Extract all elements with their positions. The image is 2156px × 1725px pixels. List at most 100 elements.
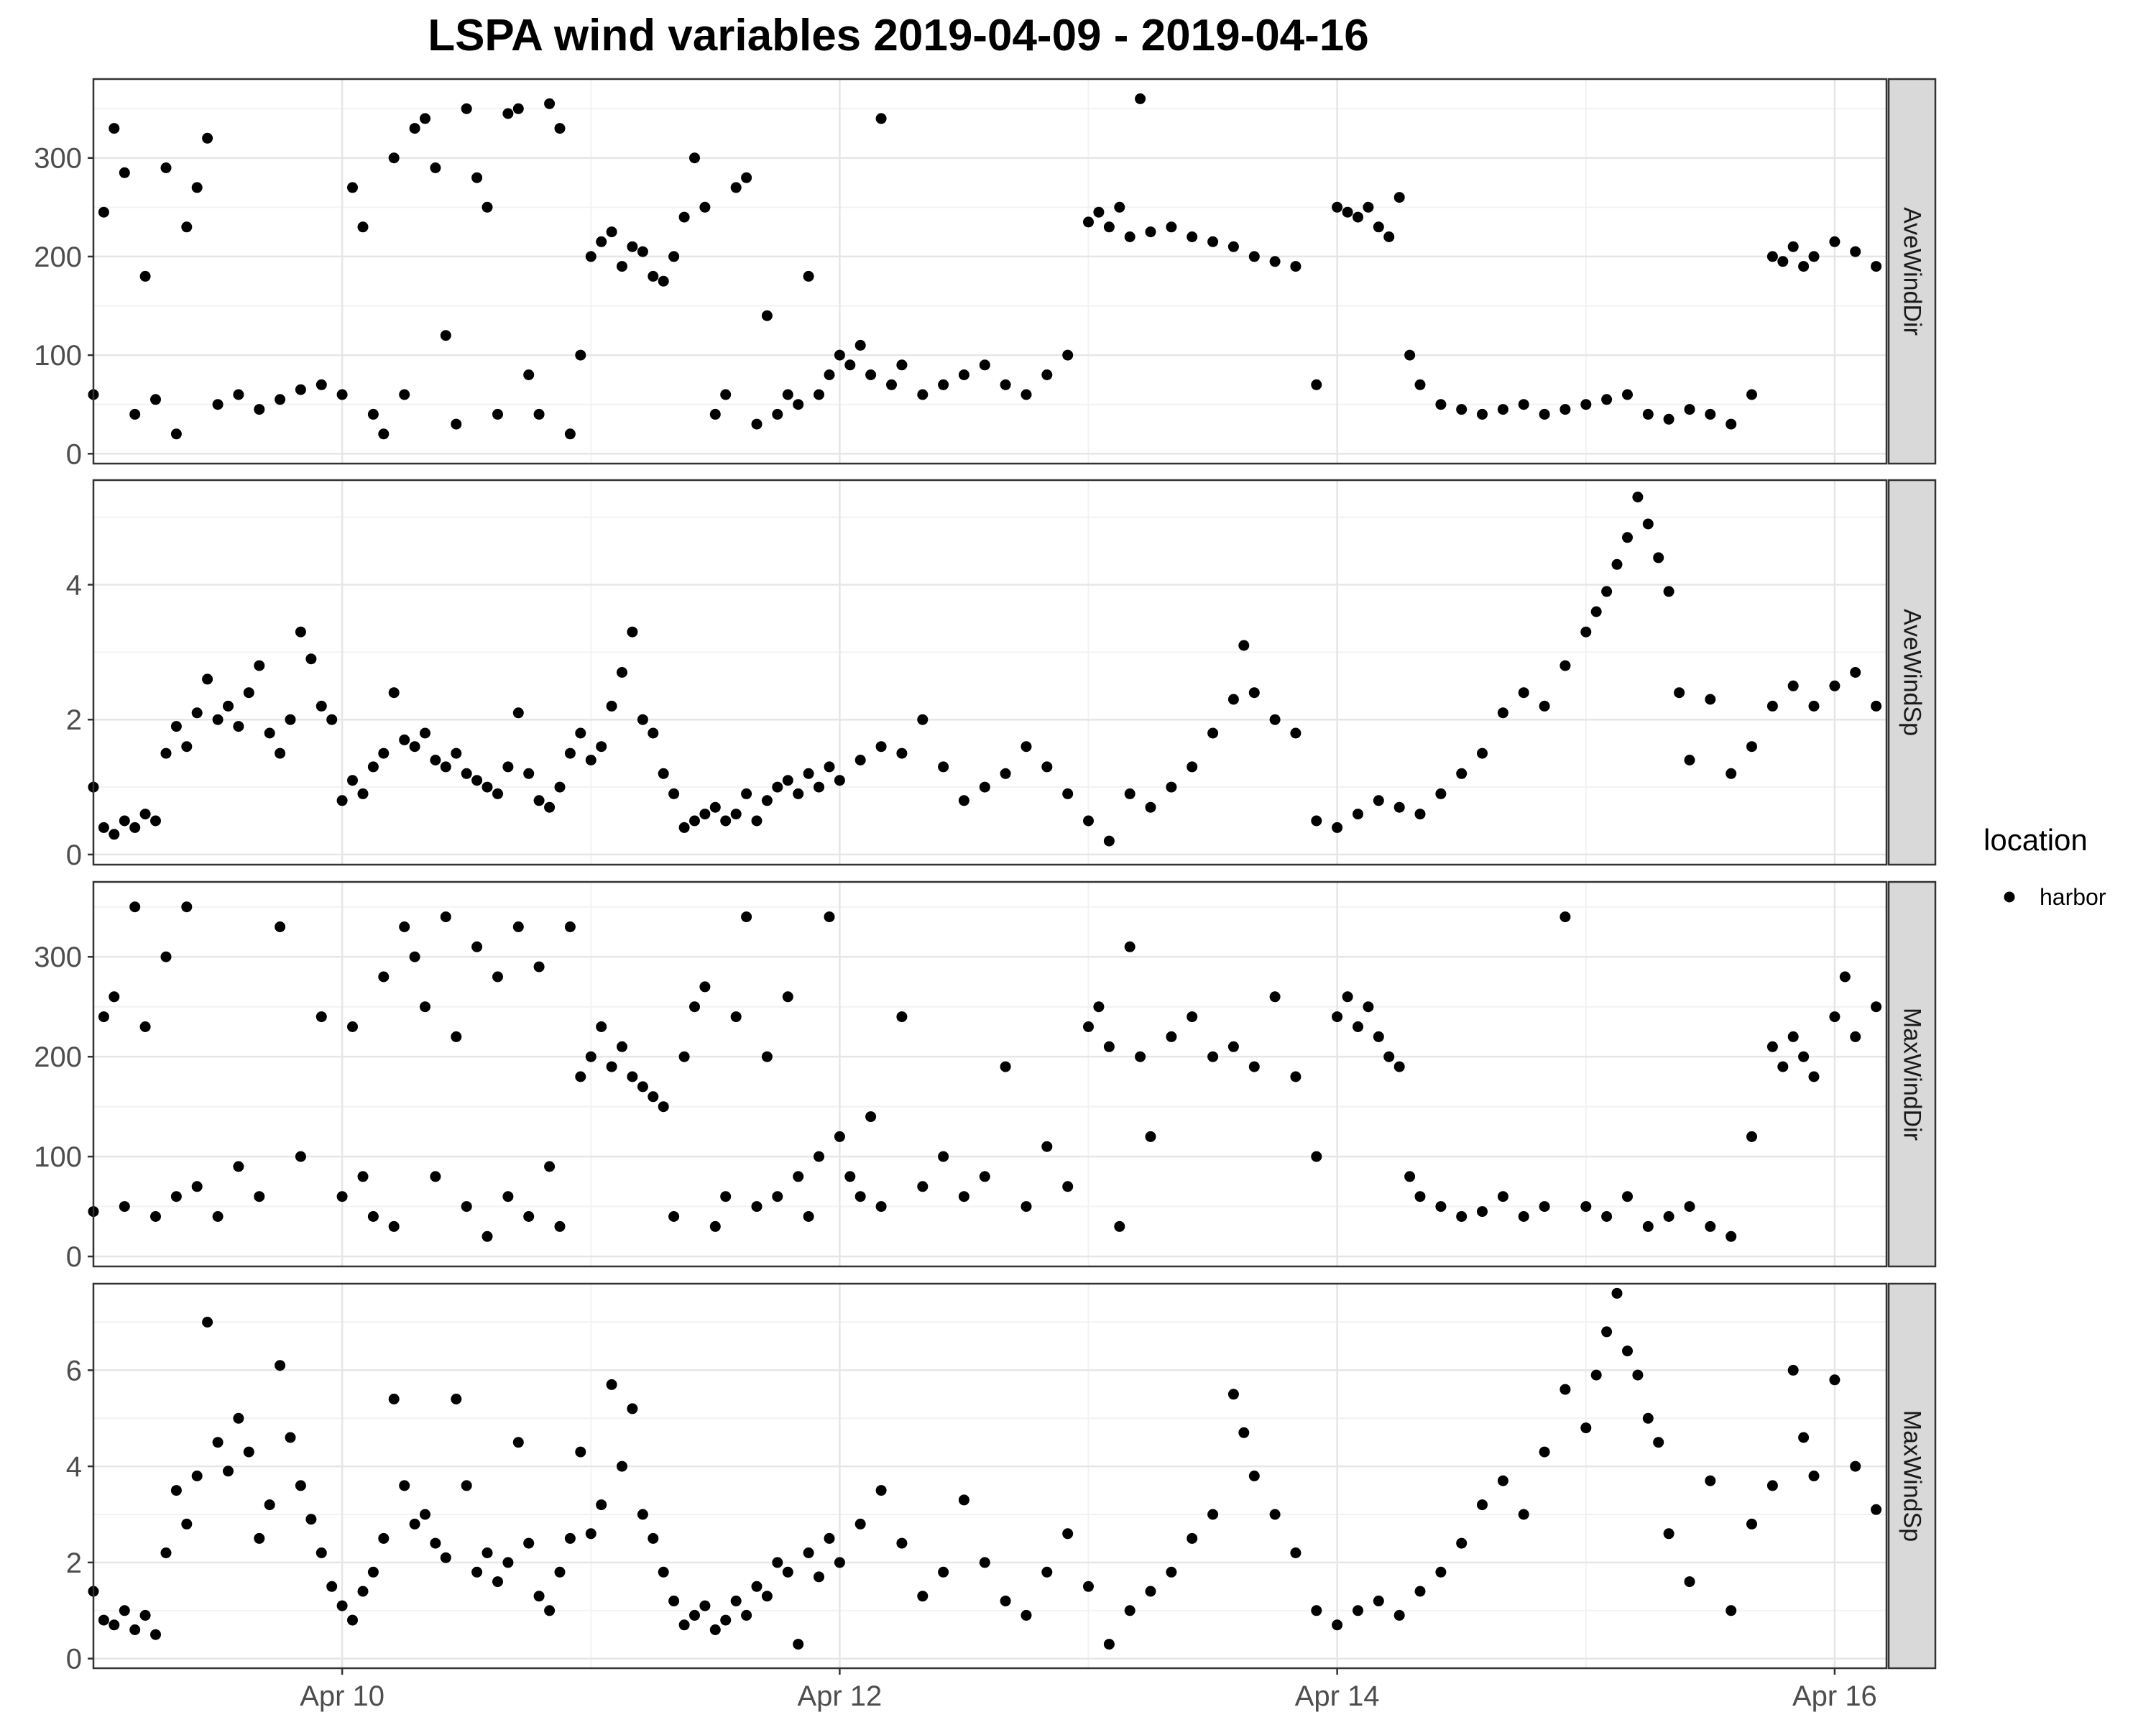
data-point [264,727,275,739]
data-point [305,653,317,665]
y-tick-label: 200 [34,1041,82,1073]
data-point [1560,1384,1571,1395]
data-point [326,1581,338,1592]
data-point [1383,231,1395,242]
data-point [1000,768,1011,779]
data-point [1601,1326,1613,1338]
data-point [1539,1201,1550,1213]
data-point [315,1547,327,1558]
data-point [1393,192,1405,203]
data-point [409,951,420,962]
data-point [709,1220,721,1232]
data-point [181,901,193,913]
data-point [1000,1595,1011,1606]
data-point [958,1494,969,1506]
facet-strip-label: AveWindDir [1899,207,1926,336]
data-point [233,389,244,400]
data-point [1041,1566,1053,1578]
data-point [637,246,648,257]
data-point [1798,261,1810,272]
data-point [585,251,596,262]
data-point [1227,1041,1239,1052]
data-point [254,660,265,671]
data-point [834,1131,845,1142]
data-point [223,700,234,712]
data-point [254,1532,265,1544]
data-point [1829,680,1841,691]
data-point [1103,1639,1115,1650]
data-point [1083,1581,1094,1592]
data-point [896,1011,908,1023]
data-point [512,921,524,932]
x-tick-label: Apr 12 [797,1680,882,1712]
data-point [1871,261,1882,272]
data-point [471,775,483,786]
data-point [1166,1566,1177,1578]
panel-border [92,78,1888,465]
data-point [844,1171,856,1182]
panel-background [93,79,1886,464]
data-point [399,389,410,400]
data-point [761,795,773,806]
data-point [409,1518,420,1530]
data-point [1373,1031,1384,1042]
data-point [1187,231,1198,242]
data-point [451,748,462,759]
data-point [482,1547,493,1558]
data-point [554,123,566,134]
data-point [1083,1021,1094,1032]
data-point [720,815,732,827]
data-point [1456,768,1468,779]
data-point [315,379,327,390]
data-point [699,809,711,820]
panel-background [93,882,1886,1266]
data-point [689,1001,700,1013]
data-point [1850,667,1861,678]
data-point [336,795,348,806]
data-point [160,162,172,173]
data-point [1093,1001,1105,1013]
data-point [564,428,576,440]
data-point [388,152,400,164]
data-point [1590,1369,1602,1381]
data-point [1414,379,1426,390]
data-point [1114,1220,1125,1232]
data-point [170,428,182,440]
data-point [388,687,400,699]
data-point [1580,1201,1592,1213]
data-point [1207,1509,1219,1520]
data-point [1539,700,1550,712]
data-point [854,1191,866,1202]
data-point [150,394,161,405]
data-point [409,741,420,753]
x-tick-label: Apr 10 [300,1680,384,1712]
data-point [1642,1220,1654,1232]
data-point [1083,815,1094,827]
data-point [689,1609,700,1621]
data-point [357,221,369,233]
data-point [1777,256,1789,267]
data-point [181,1518,193,1530]
data-point [420,727,430,739]
data-point [958,369,969,380]
data-point [730,809,742,820]
data-point [1383,1051,1395,1062]
data-point [1207,236,1219,247]
data-point [533,408,545,420]
data-point [223,1466,234,1477]
data-point [482,1230,493,1242]
data-point [1135,1051,1146,1062]
data-point [585,1528,596,1540]
panel-border [92,479,1888,866]
data-point [554,1566,566,1578]
data-point [606,1061,617,1072]
data-point [1435,1201,1447,1213]
data-point [793,399,804,410]
data-point [1166,221,1177,233]
data-point [772,781,783,793]
data-point [617,667,627,678]
data-point [1041,1141,1053,1152]
data-point [709,801,721,813]
data-point [109,829,120,840]
data-point [461,103,472,114]
